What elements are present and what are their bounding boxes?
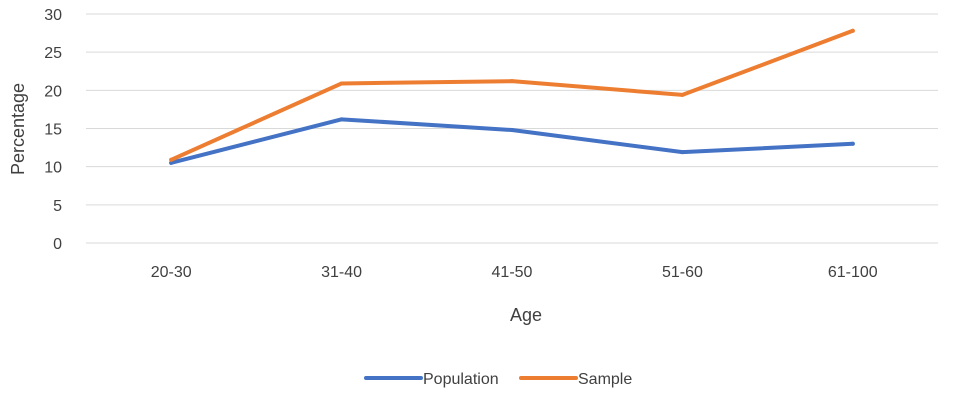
- y-tick-label: 25: [44, 45, 62, 62]
- data-point: [850, 141, 855, 146]
- data-point: [169, 160, 174, 165]
- series-line: [169, 28, 855, 162]
- data-point: [850, 28, 855, 33]
- x-axis-ticks: 20-30 31-40 41-50 51-60 61-100: [151, 264, 878, 281]
- y-axis-ticks: 0 5 10 15 20 25 30: [44, 7, 62, 253]
- x-tick-label: 51-60: [662, 264, 703, 281]
- y-tick-label: 5: [53, 198, 62, 215]
- y-axis-title: Percentage: [8, 83, 28, 175]
- x-tick-label: 61-100: [828, 264, 878, 281]
- y-tick-label: 0: [53, 236, 62, 253]
- data-point: [510, 79, 514, 84]
- gridlines: [86, 13, 938, 244]
- legend-label: Sample: [578, 371, 632, 388]
- legend-item-sample: Sample: [519, 371, 632, 388]
- x-tick-label: 41-50: [492, 264, 533, 281]
- y-tick-label: 20: [44, 83, 62, 100]
- x-axis-title: Age: [510, 305, 542, 325]
- x-tick-label: 31-40: [321, 264, 362, 281]
- data-point: [680, 150, 685, 155]
- y-tick-label: 30: [44, 7, 62, 24]
- x-tick-label: 20-30: [151, 264, 192, 281]
- series-lines: [169, 28, 855, 165]
- legend-label: Population: [423, 371, 499, 388]
- data-point: [680, 92, 685, 97]
- y-tick-label: 15: [44, 122, 62, 139]
- data-point: [339, 81, 344, 86]
- legend-item-population: Population: [364, 371, 499, 388]
- data-point: [510, 128, 514, 133]
- series-sample: [169, 28, 855, 162]
- series-population: [169, 117, 855, 165]
- legend: Population Sample: [364, 371, 632, 388]
- series-line: [169, 117, 855, 165]
- data-point: [169, 157, 174, 162]
- y-tick-label: 10: [44, 160, 62, 177]
- data-point: [339, 117, 344, 122]
